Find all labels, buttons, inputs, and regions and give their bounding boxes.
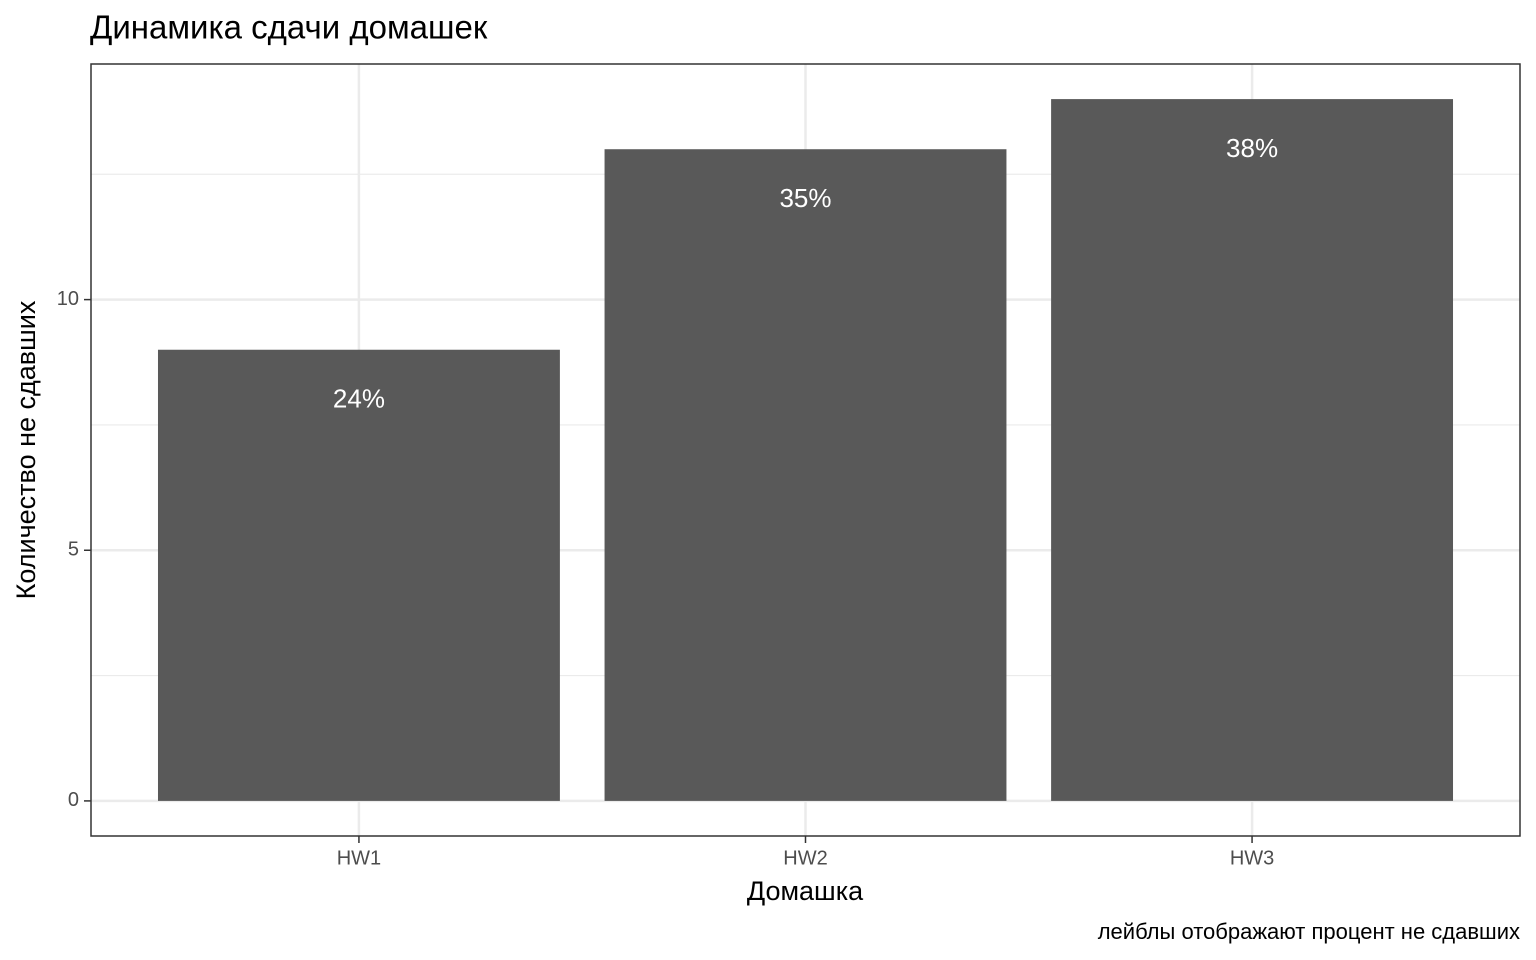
caption: лейблы отображают процент не сдавших (1098, 919, 1520, 944)
y-axis-label: Количество не сдавших (11, 300, 41, 599)
bar (157, 349, 560, 801)
x-tick-label: HW2 (783, 847, 827, 869)
y-tick-label: 0 (68, 789, 79, 811)
value-label: 35% (779, 183, 831, 213)
x-axis-label: Домашка (747, 876, 864, 906)
bar (604, 149, 1007, 801)
value-label: 24% (333, 384, 385, 414)
y-tick-label: 5 (68, 539, 79, 561)
bar (1051, 99, 1454, 801)
x-tick-label: HW1 (337, 847, 381, 869)
chart-title: Динамика сдачи домашек (90, 9, 488, 46)
panel-border (90, 63, 1521, 837)
x-tick-label: HW3 (1230, 847, 1274, 869)
value-label: 38% (1226, 133, 1278, 163)
y-tick-label: 10 (57, 288, 79, 310)
